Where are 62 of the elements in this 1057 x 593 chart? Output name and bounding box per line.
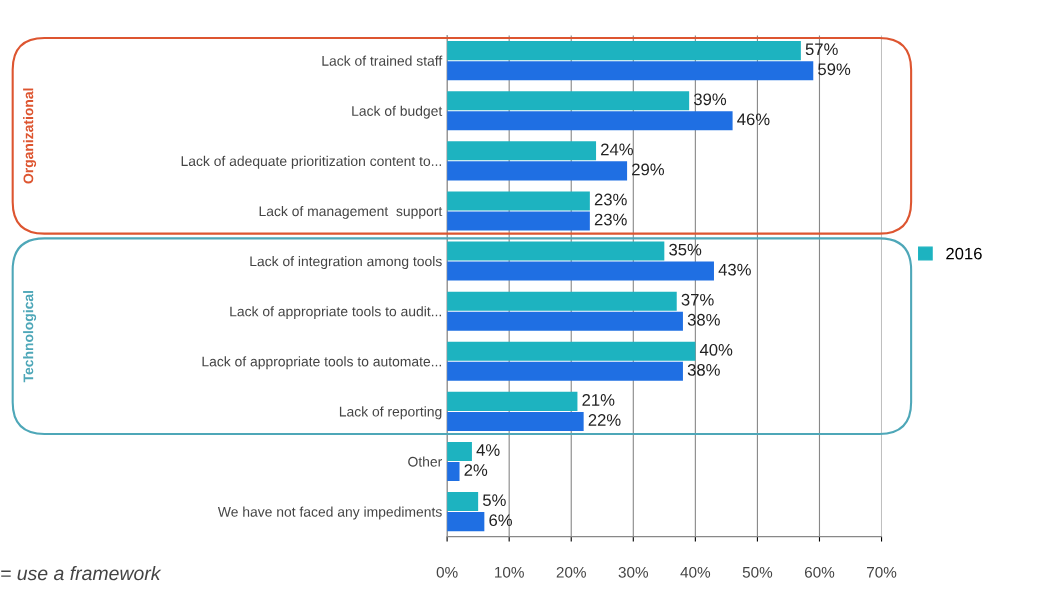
text: 57%	[805, 43, 838, 56]
bar	[447, 391, 578, 411]
bar	[447, 41, 801, 61]
text: 6%	[489, 514, 513, 527]
bar	[447, 191, 590, 211]
bar	[447, 492, 479, 512]
text: 22%	[588, 414, 621, 426]
bar	[447, 361, 683, 381]
text: 38%	[687, 313, 720, 326]
y-tick-label: We have not faced any impediments	[217, 506, 442, 520]
text: 38%	[687, 363, 720, 376]
bar	[447, 111, 733, 131]
text: = use a framework	[1, 565, 162, 581]
text: 23%	[594, 213, 627, 226]
bar	[447, 61, 814, 81]
x-tick-label: 40%	[680, 566, 711, 578]
bar	[447, 241, 665, 261]
y-tick-label: Lack of appropriate tools to automate...	[202, 356, 441, 370]
bar	[447, 141, 597, 161]
bar	[447, 512, 485, 532]
y-tick-label: Lack of appropriate tools to audit...	[230, 306, 441, 320]
x-tick-label: 20%	[556, 566, 586, 578]
bar	[447, 311, 683, 331]
y-tick-label: Lack of integration among tools	[250, 256, 442, 269]
text: 29%	[632, 163, 665, 176]
text: 2%	[464, 464, 488, 476]
text: 24%	[601, 143, 633, 156]
text: 37%	[681, 293, 714, 306]
bar	[447, 261, 714, 281]
y-tick-label: Lack of management support	[259, 205, 443, 219]
text: 5%	[482, 494, 506, 507]
bar	[447, 91, 690, 111]
text: 35%	[669, 243, 702, 256]
x-tick-label: 0%	[436, 566, 458, 578]
legend-label: 2016	[946, 247, 982, 260]
text: Organizational	[23, 88, 37, 184]
bar	[447, 291, 677, 311]
y-tick-label: Lack of reporting	[339, 406, 442, 420]
x-tick-label: 50%	[742, 566, 773, 578]
text: 43%	[718, 263, 751, 276]
text: 39%	[693, 93, 727, 106]
y-tick-label: Lack of trained staff	[322, 55, 443, 66]
bar	[447, 341, 696, 361]
bar	[447, 411, 584, 431]
x-tick-label: 30%	[618, 566, 649, 578]
text: 21%	[582, 394, 615, 406]
text: 40%	[699, 343, 733, 356]
bar	[447, 211, 590, 231]
y-tick-label: Lack of budget	[352, 105, 443, 119]
y-tick-label: Lack of adequate prioritization content to...	[181, 155, 441, 169]
y-tick-label: Other	[408, 456, 443, 467]
text: 46%	[737, 113, 770, 126]
bar	[447, 462, 460, 482]
bar	[447, 441, 472, 461]
text: Technological	[23, 291, 37, 383]
text: 59%	[818, 63, 851, 76]
x-tick-label: 60%	[804, 566, 835, 578]
x-tick-label: 70%	[867, 566, 897, 578]
text: 23%	[594, 193, 627, 206]
x-tick-label: 10%	[495, 566, 524, 578]
bar	[447, 161, 628, 181]
text: 4%	[476, 444, 500, 456]
